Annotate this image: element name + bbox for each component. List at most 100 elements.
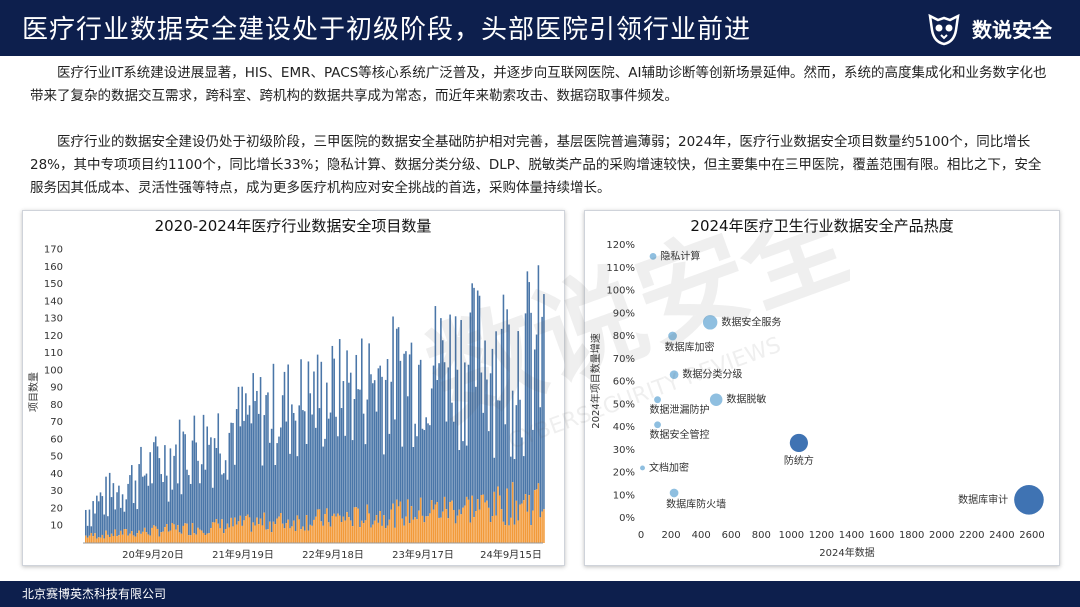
bar-total-segment [510, 456, 512, 518]
bar-special-segment [169, 530, 172, 543]
x-tick-label: 200 [662, 530, 681, 541]
bar-total-segment [235, 409, 238, 525]
scatter-point-label: 数据安全服务 [721, 315, 781, 328]
bar-total-segment [140, 446, 142, 534]
x-tick-label: 2200 [959, 530, 984, 541]
bar-total-segment [473, 287, 475, 518]
bar-total-segment [519, 399, 521, 505]
bar-total-segment [357, 389, 359, 509]
bar-special-segment [535, 489, 538, 543]
bar-special-segment [373, 520, 376, 543]
bar-special-segment [261, 525, 264, 543]
bar-total-segment [119, 507, 122, 531]
x-tick-label: 1400 [839, 530, 864, 541]
bar-total-segment [276, 443, 278, 519]
bar-total-segment [346, 350, 348, 513]
bar-total-segment [533, 349, 536, 491]
bar-special-segment [524, 494, 527, 543]
bar-special-segment [186, 523, 188, 543]
bar-total-segment [143, 475, 146, 528]
bar-total-segment [395, 328, 398, 500]
bar-special-segment [112, 535, 115, 543]
bar-total-segment [191, 440, 194, 524]
bar-total-segment [118, 485, 120, 536]
bar-special-segment [221, 519, 223, 543]
bar-special-segment [276, 518, 278, 543]
bar-special-segment [421, 515, 424, 543]
bar-special-segment [495, 515, 497, 543]
bar-total-segment [445, 421, 448, 510]
bar-special-segment [257, 524, 260, 543]
bar-total-segment [464, 362, 466, 506]
bar-total-segment [412, 447, 415, 520]
bar-special-segment [138, 530, 140, 543]
owl-logo-icon [928, 13, 960, 46]
bar-total-segment [416, 436, 418, 520]
bar-total-segment [537, 265, 540, 484]
bar-special-segment [303, 530, 306, 543]
bar-special-segment [429, 513, 431, 543]
bar-special-segment [386, 525, 389, 543]
bar-total-segment [467, 364, 470, 500]
bar-special-segment [381, 525, 383, 543]
bar-special-segment [173, 524, 175, 543]
y-tick-label: 30 [50, 486, 63, 497]
bar-special-segment [143, 527, 146, 543]
bar-total-segment [224, 460, 227, 529]
bar-total-segment [394, 419, 396, 528]
bar-total-segment [383, 454, 385, 516]
bar-total-segment [103, 514, 105, 539]
bar-total-segment [296, 456, 299, 516]
bar-total-segment [541, 316, 543, 512]
bar-special-segment [118, 535, 120, 543]
bar-special-segment [441, 511, 444, 543]
scatter-point [702, 315, 718, 330]
y-tick-label: 40% [613, 422, 635, 433]
bar-special-segment [324, 514, 326, 543]
bar-special-segment [451, 500, 453, 543]
bar-special-segment [252, 522, 255, 543]
bar-total-segment [189, 483, 192, 536]
bar-special-segment [142, 531, 144, 543]
x-tick-label: 21年9月19日 [212, 548, 274, 561]
bar-special-segment [500, 509, 503, 543]
bar-total-segment [511, 390, 514, 483]
bar-special-segment [528, 495, 531, 543]
bar-total-segment [259, 377, 262, 519]
bar-special-segment [189, 535, 192, 543]
bar-special-segment [478, 509, 481, 543]
bar-total-segment [285, 421, 288, 524]
bar-total-segment [311, 414, 313, 526]
bar-total-segment [108, 472, 111, 538]
bar-total-segment [338, 339, 341, 516]
bar-total-segment [202, 414, 205, 533]
bar-total-segment [134, 480, 137, 537]
bar-total-segment [149, 452, 151, 536]
bar-total-segment [373, 380, 376, 521]
bar-total-segment [226, 479, 229, 524]
bar-total-segment [355, 354, 358, 508]
bar-special-segment [208, 533, 210, 543]
y-tick-label: 140 [44, 296, 63, 307]
bar-special-segment [443, 496, 446, 543]
bar-total-segment [248, 405, 251, 518]
bar-special-segment [302, 526, 304, 543]
scatter-point [709, 393, 723, 406]
bar-special-segment [539, 517, 542, 543]
bar-total-segment [88, 509, 91, 536]
bar-total-segment [405, 351, 407, 517]
bar-total-segment [465, 445, 468, 497]
bar-total-segment [410, 342, 413, 507]
bar-total-segment [377, 368, 380, 523]
bar-total-segment [440, 318, 442, 518]
x-tick-label: 0 [638, 530, 644, 541]
bar-total-segment [197, 460, 199, 528]
logo-text: 数说安全 [972, 17, 1052, 42]
bar-special-segment [480, 494, 483, 543]
bar-special-segment [254, 525, 256, 543]
bar-total-segment [241, 386, 243, 526]
bar-total-segment [221, 474, 223, 520]
bar-special-segment [136, 533, 139, 543]
bar-total-segment [421, 428, 424, 516]
bar-total-segment [320, 361, 323, 522]
